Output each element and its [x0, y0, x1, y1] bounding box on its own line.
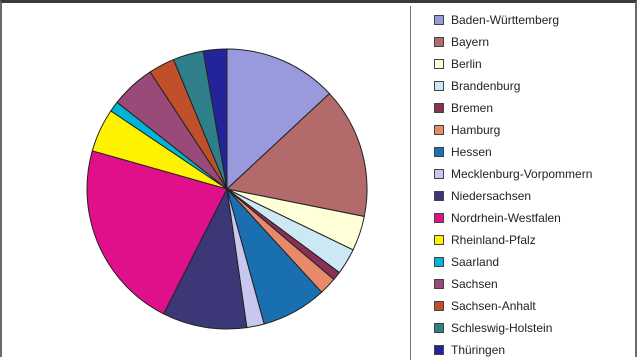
legend-swatch [434, 103, 444, 113]
legend-item: Nordrhein-Westfalen [434, 207, 634, 229]
legend-swatch [434, 213, 444, 223]
legend-item: Bayern [434, 31, 634, 53]
legend-label: Sachsen [451, 277, 498, 291]
legend-label: Schleswig-Holstein [451, 321, 553, 335]
legend: Baden-Württemberg Bayern Berlin Brandenburg… [434, 9, 634, 361]
legend-item: Sachsen-Anhalt [434, 295, 634, 317]
pie-slice-th-ringen [202, 48, 228, 190]
legend-item: Mecklenburg-Vorpommern [434, 163, 634, 185]
legend-item: Thüringen [434, 339, 634, 361]
legend-divider [410, 6, 411, 360]
pie-slice-niedersachsen [162, 187, 248, 330]
legend-swatch [434, 169, 444, 179]
legend-label: Niedersachsen [451, 189, 532, 203]
legend-item: Rheinland-Pfalz [434, 229, 634, 251]
legend-label: Saarland [451, 255, 500, 269]
legend-swatch [434, 345, 444, 355]
legend-swatch [434, 81, 444, 91]
legend-label: Mecklenburg-Vorpommern [451, 167, 593, 181]
legend-swatch [434, 301, 444, 311]
legend-item: Hamburg [434, 119, 634, 141]
pie-chart [86, 48, 368, 330]
legend-swatch [434, 37, 444, 47]
legend-item: Bremen [434, 97, 634, 119]
legend-label: Hamburg [451, 123, 501, 137]
legend-item: Saarland [434, 251, 634, 273]
legend-swatch [434, 257, 444, 267]
legend-label: Thüringen [451, 343, 506, 357]
legend-swatch [434, 147, 444, 157]
legend-label: Bayern [451, 35, 490, 49]
legend-swatch [434, 235, 444, 245]
pie-slice-bayern [225, 92, 368, 218]
legend-label: Hessen [451, 145, 492, 159]
legend-label: Rheinland-Pfalz [451, 233, 536, 247]
pie-slice-baden-w-rttemberg [226, 48, 331, 191]
pie-slice-nordrhein-westfalen [86, 150, 228, 315]
legend-label: Sachsen-Anhalt [451, 299, 536, 313]
legend-label: Brandenburg [451, 79, 521, 93]
legend-swatch [434, 323, 444, 333]
legend-swatch [434, 125, 444, 135]
legend-item: Brandenburg [434, 75, 634, 97]
legend-item: Baden-Württemberg [434, 9, 634, 31]
legend-label: Baden-Württemberg [451, 13, 560, 27]
legend-item: Sachsen [434, 273, 634, 295]
legend-item: Berlin [434, 53, 634, 75]
legend-swatch [434, 191, 444, 201]
legend-item: Niedersachsen [434, 185, 634, 207]
legend-label: Nordrhein-Westfalen [451, 211, 561, 225]
legend-item: Hessen [434, 141, 634, 163]
legend-label: Bremen [451, 101, 494, 115]
legend-label: Berlin [451, 57, 482, 71]
legend-item: Schleswig-Holstein [434, 317, 634, 339]
legend-swatch [434, 15, 444, 25]
legend-swatch [434, 279, 444, 289]
legend-swatch [434, 59, 444, 69]
